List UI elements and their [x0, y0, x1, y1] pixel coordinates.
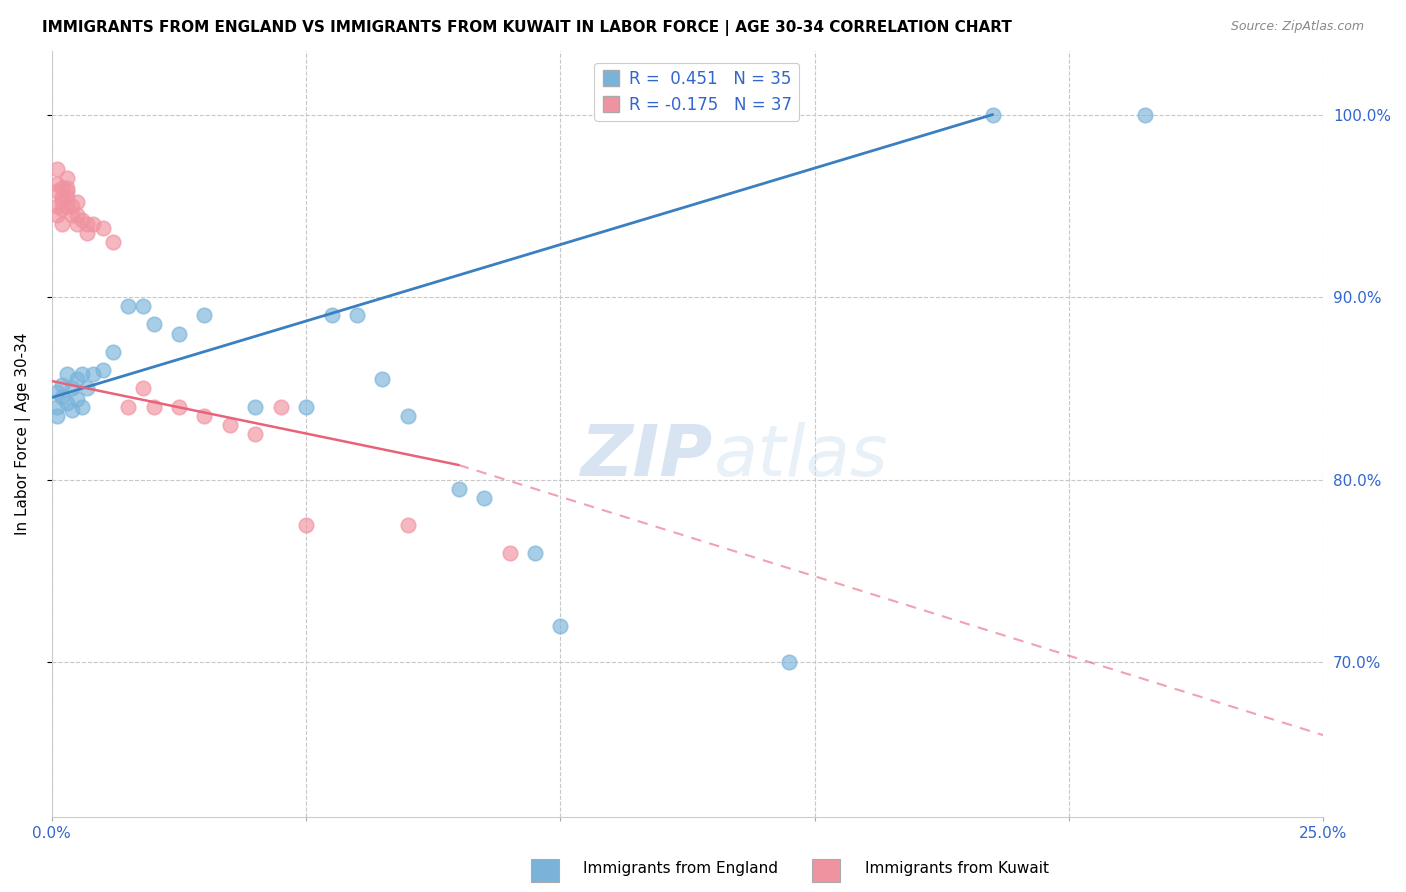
Point	[550, 618, 572, 632]
Point	[117, 400, 139, 414]
Legend: R =  0.451   N = 35, R = -0.175   N = 37: R = 0.451 N = 35, R = -0.175 N = 37	[595, 62, 799, 120]
Point	[66, 208, 89, 222]
Point	[447, 482, 470, 496]
Text: Immigrants from Kuwait: Immigrants from Kuwait	[865, 861, 1049, 876]
Point	[76, 217, 98, 231]
Point	[51, 180, 73, 194]
Point	[132, 299, 155, 313]
Y-axis label: In Labor Force | Age 30-34: In Labor Force | Age 30-34	[15, 333, 31, 535]
Point	[523, 546, 546, 560]
Point	[82, 367, 104, 381]
Point	[45, 162, 67, 177]
Point	[51, 391, 73, 405]
Point	[778, 655, 800, 669]
Text: atlas: atlas	[713, 423, 887, 491]
Bar	[813, 859, 841, 882]
Point	[295, 400, 318, 414]
Point	[45, 400, 67, 414]
Point	[51, 377, 73, 392]
Point	[56, 184, 79, 198]
Point	[60, 381, 83, 395]
Text: ZIP: ZIP	[581, 423, 713, 491]
Point	[218, 417, 240, 432]
Point	[60, 403, 83, 417]
Point	[142, 400, 165, 414]
Point	[56, 199, 79, 213]
Point	[45, 409, 67, 423]
Point	[396, 518, 419, 533]
Text: Source: ZipAtlas.com: Source: ZipAtlas.com	[1230, 20, 1364, 33]
Point	[101, 235, 124, 250]
Point	[45, 177, 67, 191]
Text: Immigrants from England: Immigrants from England	[583, 861, 779, 876]
Point	[472, 491, 495, 505]
Point	[346, 309, 368, 323]
Point	[51, 195, 73, 210]
Point	[101, 344, 124, 359]
Point	[56, 180, 79, 194]
Point	[45, 199, 67, 213]
Point	[56, 396, 79, 410]
Point	[76, 226, 98, 240]
Point	[76, 381, 98, 395]
Point	[72, 367, 94, 381]
Point	[132, 381, 155, 395]
Point	[321, 309, 343, 323]
Point	[66, 372, 89, 386]
Point	[66, 217, 89, 231]
Point	[142, 318, 165, 332]
Point	[193, 309, 215, 323]
Point	[45, 184, 67, 198]
Point	[981, 107, 1004, 121]
Point	[396, 409, 419, 423]
Point	[66, 195, 89, 210]
Point	[295, 518, 318, 533]
Point	[193, 409, 215, 423]
Point	[72, 213, 94, 227]
Point	[56, 171, 79, 186]
Point	[167, 400, 190, 414]
Point	[51, 202, 73, 217]
Point	[56, 190, 79, 204]
Point	[60, 208, 83, 222]
Point	[1135, 107, 1157, 121]
Point	[245, 427, 267, 442]
Point	[270, 400, 292, 414]
Point	[245, 400, 267, 414]
Bar	[531, 859, 560, 882]
Point	[56, 367, 79, 381]
Point	[167, 326, 190, 341]
Point	[45, 208, 67, 222]
Point	[91, 363, 114, 377]
Point	[51, 190, 73, 204]
Point	[91, 220, 114, 235]
Point	[371, 372, 394, 386]
Point	[66, 392, 89, 407]
Point	[45, 384, 67, 399]
Point	[82, 217, 104, 231]
Point	[117, 299, 139, 313]
Point	[72, 400, 94, 414]
Point	[51, 217, 73, 231]
Text: IMMIGRANTS FROM ENGLAND VS IMMIGRANTS FROM KUWAIT IN LABOR FORCE | AGE 30-34 COR: IMMIGRANTS FROM ENGLAND VS IMMIGRANTS FR…	[42, 20, 1012, 36]
Point	[498, 546, 520, 560]
Point	[60, 199, 83, 213]
